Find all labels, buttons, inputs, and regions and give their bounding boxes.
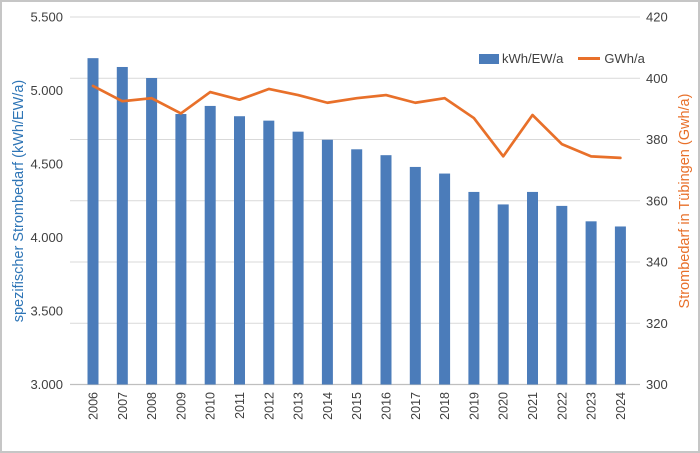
bar-2013 — [292, 131, 304, 385]
x-axis-label: 2020 — [497, 392, 511, 420]
x-axis-label: 2015 — [350, 392, 364, 420]
right-axis-tick: 380 — [646, 132, 668, 147]
legend-item-bar: kWh/EW/a — [479, 51, 563, 66]
left-axis-tick: 4.500 — [30, 157, 63, 172]
right-axis-title: Strombedarf in Tübingen (Gwh/a) — [677, 93, 693, 309]
bar-2012 — [263, 120, 275, 385]
bar-2007 — [116, 66, 128, 385]
right-axis-tick: 320 — [646, 316, 668, 331]
chart-legend: kWh/EW/a GWh/a — [479, 51, 645, 66]
bar-2015 — [351, 149, 363, 385]
right-axis-tick: 420 — [646, 10, 668, 25]
left-axis-tick: 5.500 — [30, 10, 63, 25]
x-axis-label: 2010 — [204, 392, 218, 420]
x-axis-label: 2012 — [262, 392, 276, 420]
left-axis-title: spezifischer Strombedarf (kWh/EW/a) — [11, 79, 27, 323]
left-axis-tick: 5.000 — [30, 83, 63, 98]
x-axis-label: 2014 — [321, 392, 335, 420]
x-axis-label: 2007 — [116, 392, 130, 420]
bar-2011 — [234, 116, 245, 385]
left-axis-tick: 4.000 — [30, 230, 63, 245]
legend-line-swatch — [578, 57, 601, 60]
x-axis-label: 2024 — [614, 392, 628, 420]
x-axis-label: 2022 — [555, 392, 569, 420]
bar-2009 — [175, 114, 187, 385]
x-axis-label: 2023 — [585, 392, 599, 420]
x-axis-label: 2021 — [526, 392, 540, 420]
bar-2022 — [556, 205, 568, 385]
bar-2020 — [497, 204, 509, 385]
bar-2008 — [146, 78, 158, 385]
bar-2019 — [468, 191, 480, 385]
x-axis-label: 2009 — [174, 392, 188, 420]
legend-item-line: GWh/a — [578, 51, 645, 66]
bar-2023 — [585, 221, 597, 385]
legend-line-label: GWh/a — [604, 51, 645, 66]
x-axis-label: 2013 — [292, 392, 306, 420]
bar-2014 — [321, 139, 333, 385]
right-axis-tick: 300 — [646, 377, 668, 392]
legend-bar-swatch — [479, 53, 499, 64]
x-axis-label: 2017 — [409, 392, 423, 420]
x-axis-label: 2016 — [380, 392, 394, 420]
x-axis-label: 2011 — [233, 392, 247, 419]
bar-2017 — [409, 166, 421, 385]
bar-2006 — [87, 58, 99, 385]
right-axis-tick: 340 — [646, 255, 668, 270]
bar-2018 — [439, 173, 451, 385]
bar-2024 — [614, 226, 626, 385]
x-axis-label: 2018 — [438, 392, 452, 420]
x-axis-label: 2006 — [87, 392, 101, 420]
bar-2016 — [380, 155, 392, 385]
gwh-line — [91, 84, 622, 160]
x-axis-label: 2019 — [467, 392, 481, 420]
right-axis-tick: 400 — [646, 71, 668, 86]
legend-bar-label: kWh/EW/a — [502, 51, 564, 66]
right-axis-tick: 360 — [646, 193, 668, 208]
left-axis-tick: 3.000 — [30, 377, 63, 392]
left-axis-tick: 3.500 — [30, 304, 63, 319]
bar-2021 — [527, 191, 538, 385]
x-axis-label: 2008 — [145, 392, 159, 420]
bar-2010 — [204, 105, 216, 385]
